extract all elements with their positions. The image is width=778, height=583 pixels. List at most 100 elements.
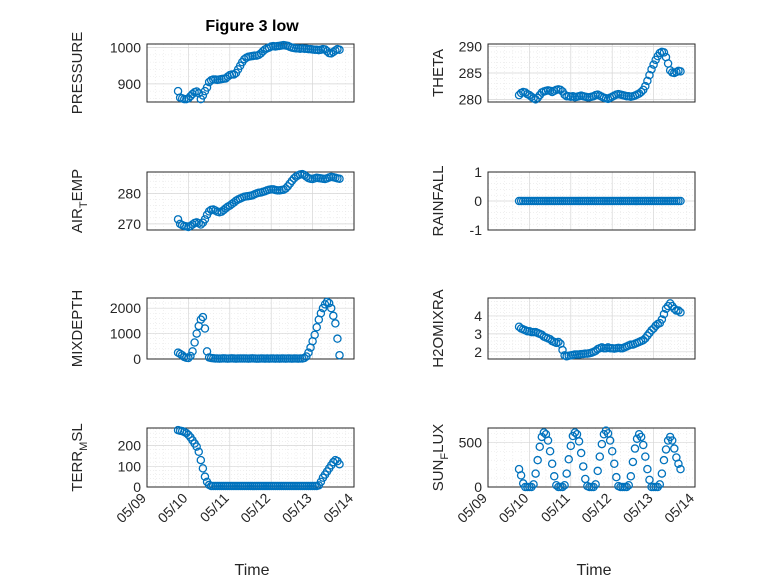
- data-point: [564, 455, 573, 464]
- data-point: [198, 91, 208, 100]
- y-axis-label: PRESSURE: [69, 32, 86, 115]
- y-axis-label-subscript: M: [78, 442, 90, 451]
- data-point: [335, 350, 344, 360]
- data-point: [674, 459, 683, 469]
- data-point: [628, 457, 638, 467]
- data-point: [173, 215, 183, 224]
- data-point: [578, 462, 588, 471]
- y-tick-label: 0: [474, 193, 482, 209]
- data-point: [310, 330, 319, 340]
- x-tick-label: 05/13: [620, 490, 656, 526]
- x-axis-label-left: Time: [235, 562, 270, 579]
- x-tick-label: 05/10: [495, 490, 531, 526]
- y-tick-label: 0: [133, 479, 141, 495]
- y-axis-label-main: TERR: [69, 451, 86, 492]
- data-point: [659, 48, 669, 57]
- y-tick-label: 500: [459, 434, 483, 450]
- data-point: [531, 469, 540, 478]
- data-point: [676, 67, 685, 76]
- data-point: [539, 428, 549, 437]
- subplot-mixdepth: 0 1000 2000 MIXDEPTH: [69, 290, 355, 368]
- y-tick-label: 1000: [110, 326, 141, 342]
- data-point: [521, 88, 530, 97]
- subplot-terr: 0 100 200 TERRMSL 05/09 05/10 05/11 05/12 05/13 0…: [69, 423, 356, 526]
- data-point: [186, 351, 195, 361]
- axes-frame: [146, 43, 355, 103]
- y-tick-label: 285: [459, 65, 483, 81]
- data-point: [622, 482, 631, 492]
- data-point: [192, 329, 201, 338]
- y-tick-label: 900: [118, 76, 142, 92]
- x-tick-label: 05/14: [661, 490, 697, 526]
- y-axis-label: TERRMSL: [69, 423, 90, 491]
- data-point: [200, 472, 210, 481]
- y-axis-label-main: H2OMIXRA: [430, 289, 447, 367]
- y-axis-label-tail: LUX: [430, 424, 447, 453]
- data-point: [324, 298, 334, 308]
- axes-frame: [146, 427, 355, 488]
- data-point: [676, 196, 685, 206]
- data-point: [593, 466, 602, 476]
- data-point: [322, 47, 332, 56]
- data-point: [335, 174, 344, 183]
- data-point: [570, 428, 580, 437]
- data-point: [630, 444, 640, 453]
- data-point: [636, 87, 646, 97]
- data-point: [605, 436, 615, 445]
- data-point: [192, 87, 201, 96]
- data-point: [196, 220, 206, 229]
- data-point: [574, 437, 584, 446]
- data-point: [597, 439, 607, 449]
- data-point: [665, 66, 675, 75]
- data-point: [576, 448, 586, 458]
- data-point: [527, 92, 536, 101]
- x-tick-label: 05/09: [113, 490, 149, 526]
- y-axis-label-main: MIXDEPTH: [69, 290, 86, 368]
- data-point: [624, 480, 634, 490]
- data-point: [198, 312, 208, 322]
- data-point: [636, 432, 646, 442]
- x-tick-label: 05/12: [578, 490, 614, 526]
- data-point: [304, 348, 313, 357]
- data-point: [333, 334, 342, 343]
- data-point: [607, 446, 617, 456]
- data-point: [188, 89, 197, 99]
- y-tick-label: 2000: [110, 300, 141, 316]
- data-point: [659, 455, 669, 465]
- data-point: [194, 447, 203, 457]
- data-point: [543, 436, 553, 445]
- y-axis-label: RAINFALL: [430, 166, 447, 237]
- y-axis-label: AIRTEMP: [69, 169, 90, 233]
- data-point: [229, 70, 239, 79]
- y-axis-label: H2OMIXRA: [430, 289, 447, 367]
- data-point: [188, 220, 197, 229]
- x-tick-label: 05/09: [454, 490, 490, 526]
- data-point: [322, 297, 332, 307]
- y-axis-label: MIXDEPTH: [69, 290, 86, 368]
- data-point: [316, 477, 326, 487]
- data-point: [645, 70, 654, 80]
- y-axis-label-main: SUN: [430, 460, 447, 492]
- y-tick-label: 1000: [110, 40, 141, 56]
- data-point: [670, 444, 679, 453]
- subplot-theta: 280 285 290 THETA: [430, 39, 696, 107]
- data-point: [192, 442, 201, 451]
- y-tick-label: 1: [474, 164, 482, 180]
- x-axis-label-right: Time: [577, 562, 612, 579]
- y-axis-label-main: AIR: [69, 208, 86, 233]
- axes-frame: [487, 43, 696, 103]
- y-tick-label: -1: [470, 222, 483, 238]
- data-point: [643, 464, 652, 474]
- axes-frame: [146, 171, 355, 231]
- y-tick-label: 280: [118, 185, 142, 201]
- subplot-rainfall: -1 0 1 RAINFALL: [430, 164, 696, 238]
- data-point: [320, 300, 330, 309]
- x-tick-label: 05/11: [538, 490, 574, 526]
- data-point: [641, 81, 650, 91]
- y-tick-label: 0: [133, 351, 141, 367]
- data-point: [533, 455, 542, 465]
- axes-frame: [487, 297, 696, 360]
- data-point: [533, 93, 542, 103]
- data-point: [657, 469, 667, 478]
